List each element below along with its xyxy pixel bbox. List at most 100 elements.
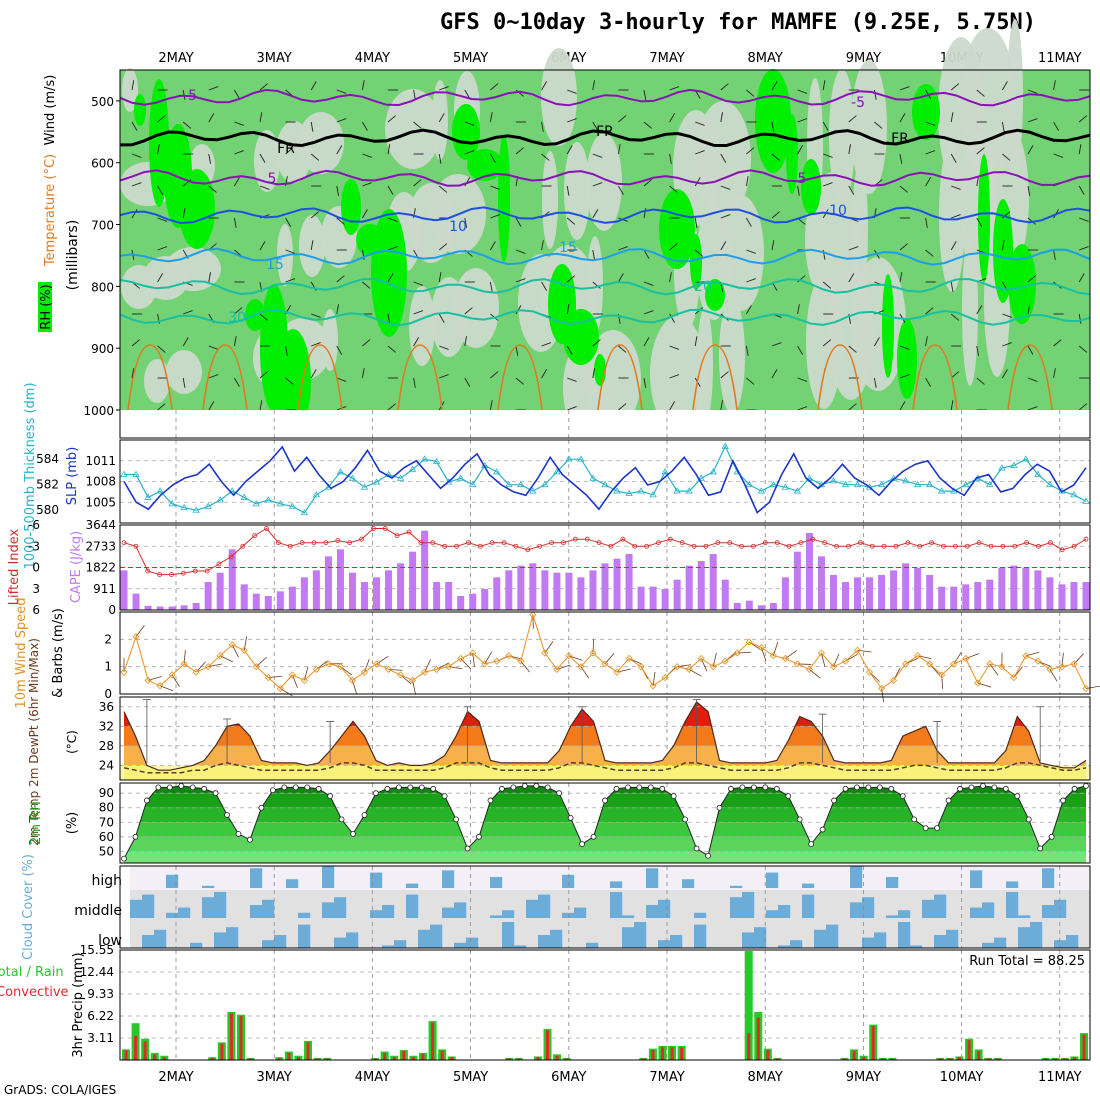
temp-frame [119, 696, 1091, 781]
wind-barb [361, 368, 365, 379]
cape-bar [1046, 577, 1054, 610]
wind-barb [848, 246, 859, 251]
wind10-point [445, 663, 453, 671]
wind-barb [413, 281, 424, 286]
warm-contour [912, 344, 958, 411]
precip-tick-label: 9.33 [87, 987, 114, 1001]
cloud-cell [898, 910, 911, 918]
wind-barb [208, 272, 211, 283]
rh-point [373, 790, 379, 797]
wind-barb [976, 147, 985, 155]
precip-total-bar [744, 951, 753, 1060]
temp-axis-label: 2m Temp 2m DewPt (6hr Min/Max) [27, 638, 41, 846]
wind-barb [234, 307, 243, 315]
rh-point [121, 855, 127, 862]
cloud-cells [130, 866, 1079, 948]
wind-barb [1027, 275, 1036, 283]
rh-point [304, 784, 311, 791]
cloud-cell [766, 910, 779, 918]
wind-barb [950, 281, 954, 292]
li-point [347, 540, 353, 546]
cape-bar [902, 563, 910, 610]
rh-point [762, 784, 769, 791]
contour-label-FR: FR [891, 131, 909, 147]
li-point [133, 543, 139, 549]
warm-contour [202, 344, 248, 411]
thickness-point [1070, 491, 1078, 498]
wind10-point [902, 660, 910, 668]
wind-barb [848, 185, 855, 195]
thickness-point [553, 468, 561, 475]
wind10-point [324, 660, 332, 668]
cloud-cell [970, 870, 983, 888]
thickness-point [625, 489, 633, 497]
li-point [216, 561, 222, 567]
li-tick-label: 3 [32, 582, 40, 596]
wind-barb [848, 144, 851, 155]
cloud-cell [298, 924, 311, 948]
wind-barb [950, 153, 957, 163]
cape-bar [673, 579, 681, 610]
rh-point [1025, 816, 1032, 823]
wind-barb [259, 83, 268, 91]
wind-barb [208, 153, 211, 164]
wind-barb [362, 209, 368, 219]
precip-convective-bar [967, 1040, 971, 1060]
wind10-tick-label: 2 [104, 632, 112, 646]
wind10-point [950, 660, 958, 668]
pressure-tick-label: 500 [91, 95, 114, 109]
wind10-markers [120, 611, 1090, 693]
wind-barb [566, 217, 576, 225]
wind-barb [541, 369, 547, 379]
pressure-tick-label: 900 [91, 342, 114, 356]
day-label-bottom: 2MAY [158, 1070, 193, 1085]
precip-convective-bar [948, 1058, 952, 1060]
cloud-cell [886, 915, 899, 918]
cloud-cell [670, 935, 683, 948]
cloud-cell [934, 894, 947, 918]
cloud-cell [934, 935, 947, 948]
wind-barb [131, 368, 135, 379]
thickness-point [336, 468, 345, 475]
wind-barb [336, 345, 343, 355]
wind10-point [300, 676, 308, 684]
rh-moist-patch [690, 234, 702, 290]
wind-barb [925, 177, 931, 187]
cape-bar [878, 575, 886, 610]
wind-barb [822, 80, 826, 91]
rh-moist-patch [452, 104, 480, 160]
slp-tick-label: 1011 [85, 454, 116, 468]
wind-barb [592, 368, 595, 379]
wind-barb [234, 89, 240, 99]
wind10-point [1034, 657, 1042, 665]
precip-convective-bar [402, 1050, 406, 1060]
li-point [394, 533, 400, 539]
precip-convective-bar [747, 1033, 751, 1060]
cloud-cell [202, 885, 215, 888]
wind-barb [438, 313, 445, 323]
precip-convective-bar [775, 1058, 779, 1060]
thickness-tick-label: 580 [36, 503, 59, 517]
cape-bar [745, 600, 753, 610]
cloud-cell [322, 902, 335, 918]
li-tick-label: 6 [32, 603, 40, 617]
li-point [477, 543, 483, 549]
rh-band [124, 785, 1086, 794]
temp-band-mid [124, 726, 1086, 746]
wind-barb [336, 304, 339, 315]
li-point [371, 526, 376, 531]
precip-convective-bar [383, 1052, 387, 1060]
wind-barb [643, 121, 652, 129]
cloud-cell [322, 866, 335, 888]
thickness-point [1022, 455, 1030, 462]
cloud-cell [754, 927, 767, 948]
precip-convective-bar [143, 1041, 147, 1060]
rh-light-patch [719, 298, 745, 414]
wind-barb [336, 89, 347, 94]
wind10-point [878, 684, 886, 693]
rh-tick-label: 90 [99, 786, 114, 800]
precip-convective-bar [239, 1016, 243, 1060]
wind-barb [643, 310, 654, 315]
li-point [145, 568, 151, 574]
wind10-point [493, 657, 501, 665]
